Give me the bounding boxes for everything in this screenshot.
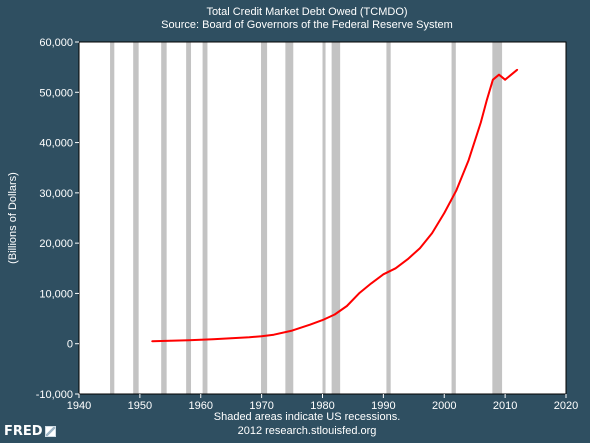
x-tick-label: 1970: [249, 400, 273, 412]
x-tick-label: 1990: [371, 400, 395, 412]
recession-band-5: [261, 42, 268, 394]
data-point: [510, 73, 513, 76]
data-point: [498, 73, 500, 76]
recession-band-2: [161, 42, 167, 394]
recession-band-6: [285, 42, 294, 394]
data-point: [333, 313, 336, 316]
data-point: [394, 267, 397, 270]
data-point: [260, 335, 263, 337]
data-point: [504, 78, 506, 81]
data-point: [248, 336, 251, 338]
source-note: 2012 research.stlouisfed.org: [238, 425, 377, 437]
fred-graph-icon: [44, 426, 56, 437]
recession-band-0: [110, 42, 115, 394]
recession-band-8: [331, 42, 341, 394]
axes: -10,000 0 10,000 20,000 30,000 40,000 50,000 60…: [36, 37, 579, 412]
y-axis-label: (Billions of Dollars): [7, 172, 19, 264]
recession-shading: [110, 42, 503, 394]
data-point: [406, 258, 409, 261]
data-point: [431, 232, 433, 234]
data-point: [455, 189, 458, 192]
recession-band-4: [202, 42, 208, 394]
y-tick-label: 10,000: [39, 288, 73, 300]
data-point: [346, 305, 348, 307]
recession-band-1: [133, 42, 139, 394]
recession-band-11: [492, 42, 503, 394]
series-layer: [151, 68, 519, 343]
x-tick-label: 1950: [128, 400, 152, 412]
x-tick-label: 2010: [493, 400, 517, 412]
y-tick-label: 50,000: [39, 87, 73, 99]
recession-band-9: [386, 42, 391, 394]
data-point: [309, 323, 312, 326]
data-point: [516, 68, 519, 71]
data-point: [230, 337, 232, 339]
x-tick-label: 1960: [189, 400, 213, 412]
data-point: [199, 338, 202, 341]
data-point: [358, 292, 360, 295]
data-point: [370, 282, 373, 285]
data-point: [291, 329, 293, 332]
y-tick-label: 40,000: [39, 138, 73, 150]
x-tick-label: 1980: [310, 400, 334, 412]
y-tick-label: -10,000: [36, 389, 73, 401]
chart-title: Total Credit Market Debt Owed (TCMDO): [206, 6, 407, 18]
y-tick-label: 30,000: [39, 188, 73, 200]
data-point: [273, 333, 275, 336]
chart-subtitle: Source: Board of Governors of the Federa…: [161, 19, 453, 31]
recession-band-3: [186, 42, 192, 394]
data-point: [492, 78, 494, 81]
fred-logo[interactable]: FRED: [4, 424, 56, 439]
x-tick-label: 2020: [554, 400, 578, 412]
data-point: [321, 319, 324, 321]
data-point: [169, 339, 172, 342]
data-point: [486, 99, 488, 101]
data-point: [467, 159, 470, 161]
data-point: [382, 273, 385, 276]
recession-note: Shaded areas indicate US recessions.: [214, 411, 401, 423]
y-tick-label: 0: [67, 339, 73, 351]
data-point: [443, 212, 446, 214]
recession-band-10: [451, 42, 456, 394]
fred-logo-text: FRED: [4, 424, 43, 439]
y-tick-label: 20,000: [39, 238, 73, 250]
data-point: [479, 121, 482, 124]
data-point: [187, 339, 190, 341]
recession-band-7: [322, 42, 326, 394]
data-point: [419, 247, 421, 249]
data-point: [212, 338, 214, 340]
data-point: [151, 340, 153, 343]
x-tick-label: 1940: [67, 400, 91, 412]
x-tick-label: 2000: [432, 400, 456, 412]
y-tick-label: 60,000: [39, 37, 73, 49]
